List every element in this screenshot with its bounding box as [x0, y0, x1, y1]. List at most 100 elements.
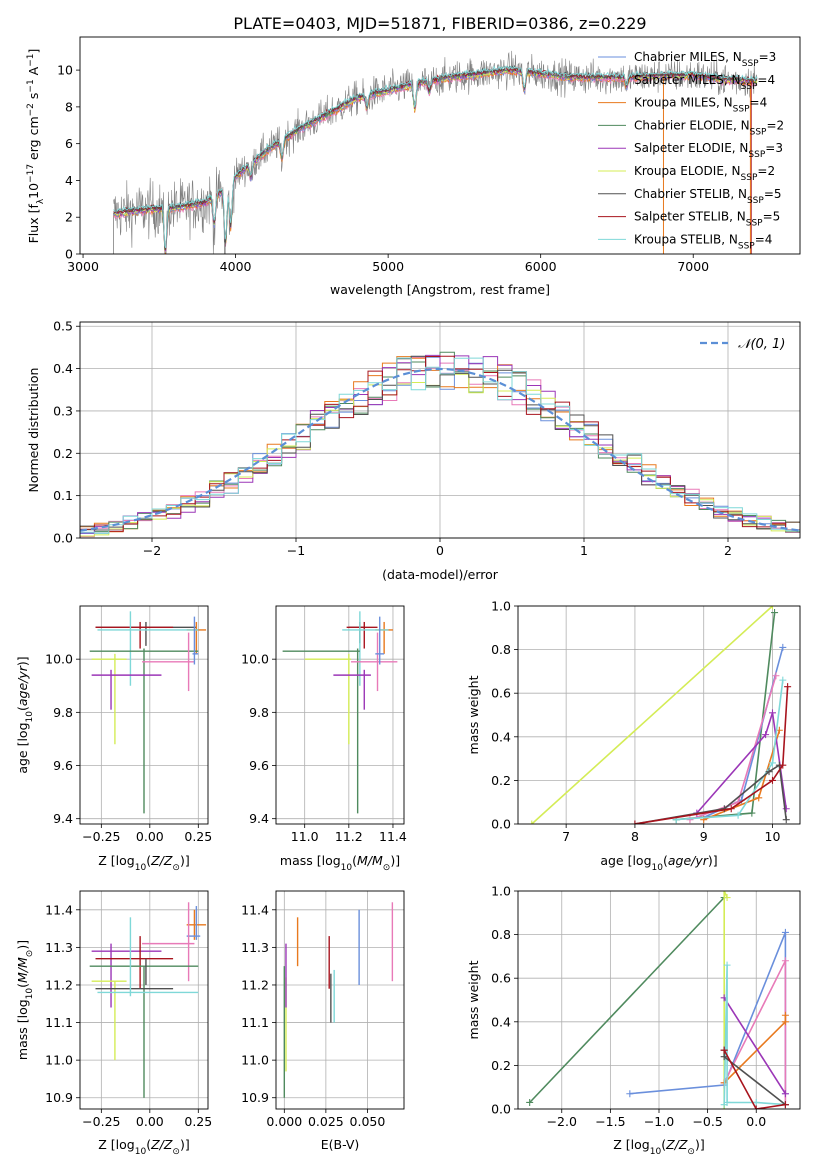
data-marker — [528, 820, 536, 824]
y-tick-label: 10 — [57, 63, 73, 78]
weight-line-kroupa_miles — [723, 1015, 787, 1084]
model-spectrum-chabrier_stelib — [113, 64, 758, 250]
y-axis-label: age [log10(age/yr)] — [15, 656, 35, 773]
weight-line-kroupa_elodie — [531, 606, 774, 824]
y-tick-label: 0.2 — [491, 1058, 511, 1073]
y-tick-label: 0.8 — [491, 642, 511, 657]
data-marker — [781, 1018, 789, 1026]
axes-frame: −2 −1 0 1 2 0.0 0.1 0.2 0.3 0.4 0.5 — [53, 319, 801, 558]
x-tick-label: 6000 — [525, 259, 557, 274]
model-spectrum-kroupa_stelib — [113, 65, 758, 249]
data-marker — [781, 928, 789, 936]
legend-entry: Chabrier STELIB, NSSP=5 — [634, 187, 782, 206]
x-tick-label: 1 — [580, 543, 588, 558]
x-tick-label: −0.25 — [82, 1114, 120, 1129]
y-tick-label: 9.8 — [249, 705, 269, 720]
axes-border — [517, 605, 801, 825]
x-tick-label: 11.0 — [291, 829, 319, 844]
y-tick-label: 11.2 — [241, 977, 269, 992]
x-tick-label: −2.0 — [547, 1114, 577, 1129]
y-tick-label: 9.6 — [53, 758, 73, 773]
plot-area — [283, 902, 394, 1098]
spectrum-legend: Chabrier MILES, NSSP=3 Salpeter MILES, NS… — [598, 50, 784, 251]
y-tick-label: 0.6 — [491, 686, 511, 701]
data-marker — [626, 1090, 634, 1098]
data-marker — [772, 672, 780, 680]
y-tick-label: 0 — [65, 247, 73, 262]
x-axis-label: (data-model)/error — [382, 567, 499, 582]
x-tick-label: 7 — [562, 829, 570, 844]
plot-area — [80, 351, 800, 538]
data-marker — [723, 894, 731, 902]
x-axis-label: wavelength [Angstrom, rest frame] — [330, 282, 550, 297]
y-tick-label: 0.0 — [53, 531, 73, 546]
data-marker — [781, 957, 789, 965]
legend-entry: Salpeter MILES, NSSP=4 — [634, 73, 775, 92]
y-tick-label: 11.2 — [45, 977, 73, 992]
axes-border — [275, 605, 405, 825]
histogram-kroupa_stelib — [80, 357, 800, 538]
axes-border — [275, 890, 405, 1110]
data-marker — [720, 891, 728, 895]
weight-line-chabrier_stelib — [723, 1050, 786, 1106]
plot-area — [89, 902, 207, 1098]
weight-line-salpeter_stelib — [723, 1049, 786, 1109]
y-tick-label: 0.0 — [491, 817, 511, 832]
weight-line-kroupa_stelib — [676, 680, 784, 821]
x-tick-label: 4000 — [220, 259, 252, 274]
x-tick-label: 5000 — [372, 259, 404, 274]
x-tick-label: 0.000 — [266, 1114, 302, 1129]
age-vs-metallicity-panel: −0.25 0.00 0.25 9.4 9.6 9.8 10.0 Z [log10(Z/Z⊙)… — [15, 605, 212, 873]
y-tick-label: 8 — [65, 99, 73, 114]
axes-border — [79, 890, 209, 1110]
data-marker — [752, 1105, 760, 1109]
y-tick-label: 1.0 — [491, 884, 511, 899]
data-marker — [734, 811, 742, 819]
data-marker — [768, 759, 776, 767]
y-tick-label: 11.1 — [241, 1015, 269, 1030]
y-axis-label: mass [log10(M/M⊙)] — [15, 940, 35, 1060]
data-marker — [782, 805, 790, 813]
data-marker — [781, 1101, 789, 1109]
x-axis-label: Z [log10(Z/Z⊙)] — [98, 853, 189, 873]
y-tick-label: 4 — [65, 173, 73, 188]
x-tick-label: 7000 — [677, 259, 709, 274]
x-axis-label: Z [log10(Z/Z⊙)] — [613, 1137, 704, 1157]
y-tick-label: 0.5 — [53, 319, 73, 334]
legend-entry: Salpeter STELIB, NSSP=5 — [634, 210, 780, 229]
x-tick-label: −0.25 — [82, 829, 120, 844]
axes-frame: 7 8 9 10 0.0 0.2 0.4 0.6 0.8 1.0 — [491, 599, 801, 844]
y-tick-label: 0.2 — [53, 446, 73, 461]
plot-area — [528, 606, 792, 824]
x-tick-label: −2 — [143, 543, 161, 558]
weight-line-salpeter_miles — [689, 675, 777, 821]
data-marker — [768, 709, 776, 717]
legend-entry: Chabrier MILES, NSSP=3 — [634, 50, 776, 69]
x-axis-label: Z [log10(Z/Z⊙)] — [98, 1137, 189, 1157]
grid — [276, 891, 404, 1109]
y-tick-label: 11.0 — [241, 1053, 269, 1068]
data-marker — [768, 776, 776, 784]
figure-title: PLATE=0403, MJD=51871, FIBERID=0386, z=0… — [233, 14, 646, 33]
y-tick-label: 9.8 — [53, 705, 73, 720]
x-tick-label: 2 — [724, 543, 732, 558]
plot-area — [526, 891, 789, 1109]
y-axis-label: Flux [fλ10−17 erg cm−2 s−1 A−1] — [26, 49, 46, 244]
data-marker — [723, 961, 731, 969]
residuals-panel: −2 −1 0 1 2 0.0 0.1 0.2 0.3 0.4 0.5 (data-model)/er… — [26, 319, 801, 582]
plot-area — [282, 611, 398, 814]
plot-area — [89, 611, 207, 814]
legend-entry: 𝒩(0, 1) — [738, 337, 785, 352]
x-tick-label: −1.5 — [595, 1114, 625, 1129]
y-tick-label: 11.0 — [45, 1053, 73, 1068]
y-tick-label: 0.2 — [491, 773, 511, 788]
legend-entry: Kroupa STELIB, NSSP=4 — [634, 232, 772, 251]
axes-border — [79, 36, 801, 255]
x-tick-label: 11.2 — [335, 829, 363, 844]
data-marker — [771, 609, 779, 617]
data-marker — [631, 820, 639, 824]
y-tick-label: 9.4 — [249, 811, 269, 826]
legend-entry: Kroupa ELODIE, NSSP=2 — [634, 164, 775, 183]
x-tick-label: 0.025 — [308, 1114, 344, 1129]
weight-line-chabrier_elodie — [529, 896, 725, 1104]
